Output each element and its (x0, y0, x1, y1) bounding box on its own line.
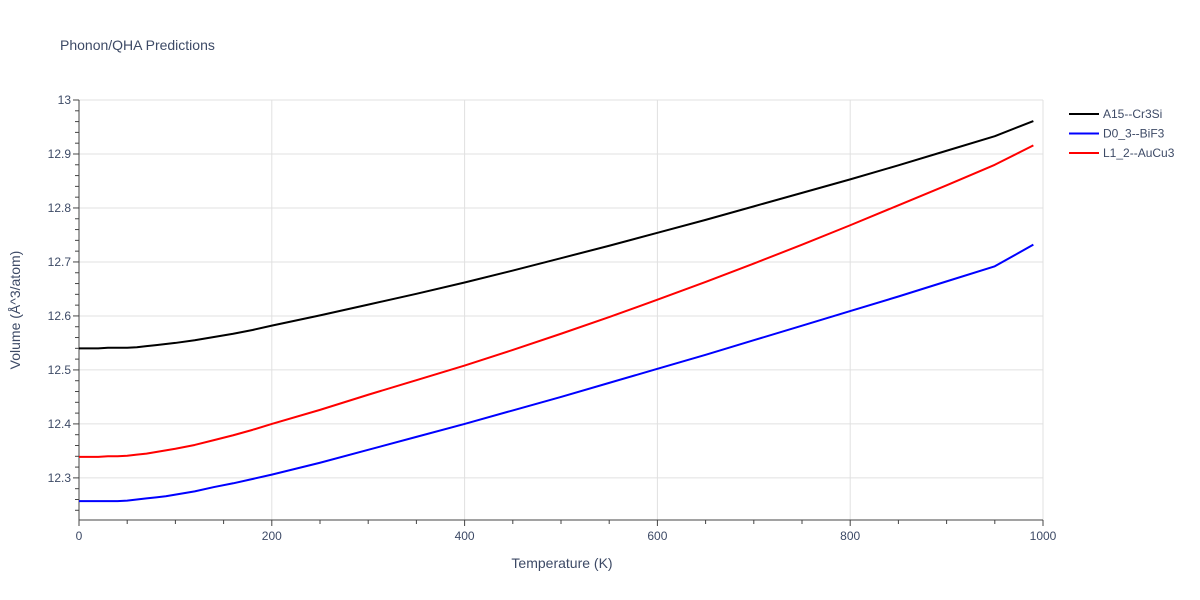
y-tick-label: 12.5 (48, 363, 72, 377)
x-tick-label: 0 (76, 529, 83, 543)
series-line-a15-cr3si (79, 120, 1034, 350)
grid-lines (79, 99, 1044, 520)
chart-title: Phonon/QHA Predictions (60, 37, 215, 53)
y-tick-label: 12.8 (48, 201, 72, 215)
y-axis-title: Volume (Å^3/atom) (7, 251, 23, 370)
y-tick-label: 12.9 (48, 147, 72, 161)
x-tick-label: 800 (840, 529, 860, 543)
x-tick-label: 200 (262, 529, 282, 543)
legend-label: A15--Cr3Si (1103, 107, 1162, 121)
y-tick-label: 12.3 (48, 471, 72, 485)
series-line-l1-2-aucu3 (79, 144, 1034, 458)
y-tick-label: 12.4 (48, 417, 72, 431)
legend-item[interactable]: L1_2--AuCu3 (1069, 146, 1175, 160)
axes: 0 200 400 600 800 1000 12.3 12.4 12.5 12.6 12.7 12.… (48, 93, 1057, 543)
plot-area (79, 120, 1034, 503)
y-tick-label: 12.7 (48, 255, 72, 269)
x-tick-label: 1000 (1030, 529, 1057, 543)
legend-label: L1_2--AuCu3 (1103, 146, 1175, 160)
x-tick-label: 600 (647, 529, 667, 543)
legend-label: D0_3--BiF3 (1103, 127, 1165, 141)
legend[interactable]: A15--Cr3Si D0_3--BiF3 L1_2--AuCu3 (1069, 107, 1175, 160)
y-tick-label: 13 (58, 93, 72, 107)
legend-item[interactable]: D0_3--BiF3 (1069, 127, 1165, 141)
x-axis-title: Temperature (K) (511, 555, 612, 571)
legend-item[interactable]: A15--Cr3Si (1069, 107, 1162, 121)
x-tick-label: 400 (455, 529, 475, 543)
y-tick-label: 12.6 (48, 309, 72, 323)
series-line-d0-3-bif3 (79, 243, 1034, 503)
